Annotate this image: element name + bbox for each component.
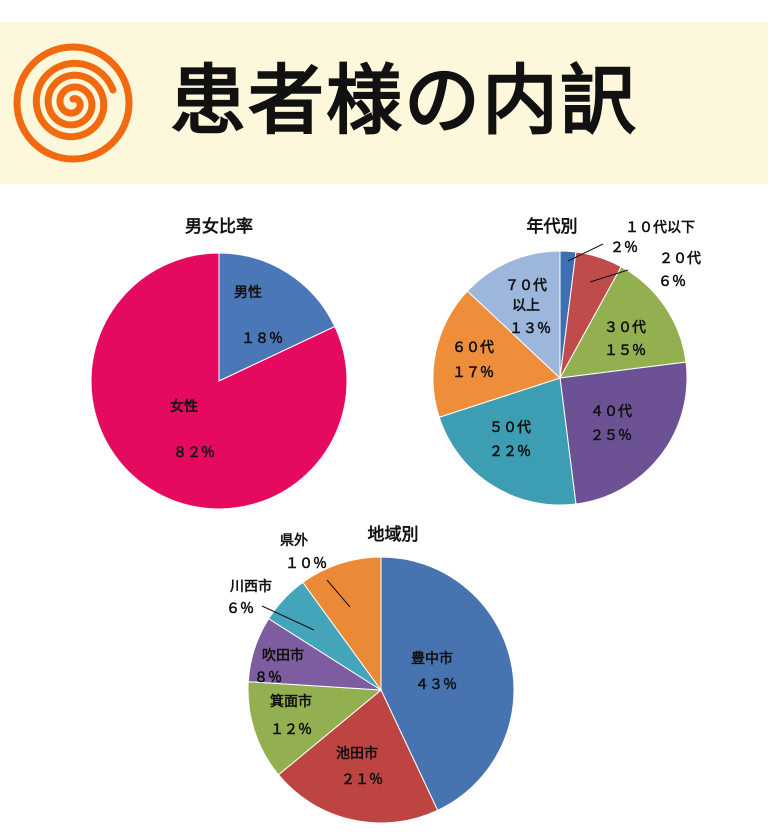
chart-age: 年代別 １０代以下 ２％ ２０代 ６％ ３０代 １５％ ４０代 ２５％ ５０代 … [432, 216, 701, 506]
slice-label-40s: ４０代 [590, 403, 632, 420]
slice-value-toyonaka: ４３％ [415, 677, 457, 693]
pie-slice-2-2 [247, 681, 383, 776]
slice-value-10s: ２％ [610, 240, 638, 256]
slice-value-ikeda: ２１％ [341, 772, 383, 788]
slice-value-30s: １５％ [604, 343, 646, 359]
orange-spiral-icon [13, 43, 133, 163]
slice-label-male: 男性 [234, 284, 262, 301]
leader-line-20s [589, 269, 629, 283]
slice-label-outside: 県外 [280, 532, 308, 549]
slice-value-40s: ２５％ [590, 428, 632, 444]
pie-slice-1-5 [432, 290, 561, 418]
pie-slice-1-2 [559, 266, 687, 379]
slice-value-kawanishi: ６％ [226, 601, 254, 617]
leader-line-10s [567, 243, 604, 262]
chart-title-region: 地域別 [368, 524, 419, 545]
region-slices [247, 556, 515, 824]
leader-line-kawanishi [261, 605, 315, 631]
slice-value-female: ８２％ [173, 445, 215, 461]
pie-slice-2-1 [277, 689, 439, 824]
age-slices [432, 250, 688, 506]
chart-gender: 男女比率 男性 １８％ 女性 ８２％ [90, 216, 348, 510]
slice-label-ikeda: 池田市 [336, 745, 378, 762]
slice-label-suita: 吹田市 [262, 647, 304, 664]
slice-value-60s: １７％ [452, 365, 494, 381]
pie-slice-1-4 [438, 377, 577, 506]
leader-line-outside [326, 579, 351, 608]
gender-slices [90, 252, 348, 510]
slice-value-70s: １３％ [509, 321, 551, 337]
pie-slice-0-0 [218, 252, 336, 382]
chart-title-gender: 男女比率 [185, 216, 253, 237]
slice-value-suita: ８％ [254, 670, 282, 686]
slice-value-male: １８％ [241, 331, 283, 347]
pie-slice-2-5 [302, 556, 382, 692]
slice-label-female: 女性 [170, 398, 198, 415]
slice-label-70s-line1: ７０代 [505, 277, 547, 294]
slice-value-outside: １０％ [285, 556, 327, 572]
slice-label-30s: ３０代 [604, 319, 646, 336]
slice-label-20s: ２０代 [659, 250, 701, 267]
chart-region: 地域別 豊中市 ４３％ 池田市 ２１％ 箕面市 １２％ 吹田市 ８％ 川西市 ６… [226, 524, 515, 824]
slice-label-minoh: 箕面市 [270, 693, 312, 710]
slice-label-70s-line2: 以上 [512, 298, 540, 314]
pie-slice-1-6 [466, 250, 561, 380]
pie-slice-1-3 [559, 361, 688, 505]
page-title: 患者様の内訳 [170, 56, 638, 145]
slice-label-10s: １０代以下 [625, 219, 695, 236]
slice-value-minoh: １２％ [270, 722, 312, 738]
pie-slice-0-1 [90, 252, 348, 510]
slice-value-20s: ６％ [658, 274, 686, 290]
slice-label-kawanishi: 川西市 [229, 578, 272, 595]
slice-label-50s: ５０代 [489, 419, 531, 436]
chart-title-age: 年代別 [527, 216, 578, 237]
slice-label-60s: ６０代 [452, 339, 494, 356]
slice-value-50s: ２２％ [489, 444, 531, 460]
slice-label-toyonaka: 豊中市 [411, 650, 453, 667]
pie-slice-2-0 [380, 556, 515, 812]
